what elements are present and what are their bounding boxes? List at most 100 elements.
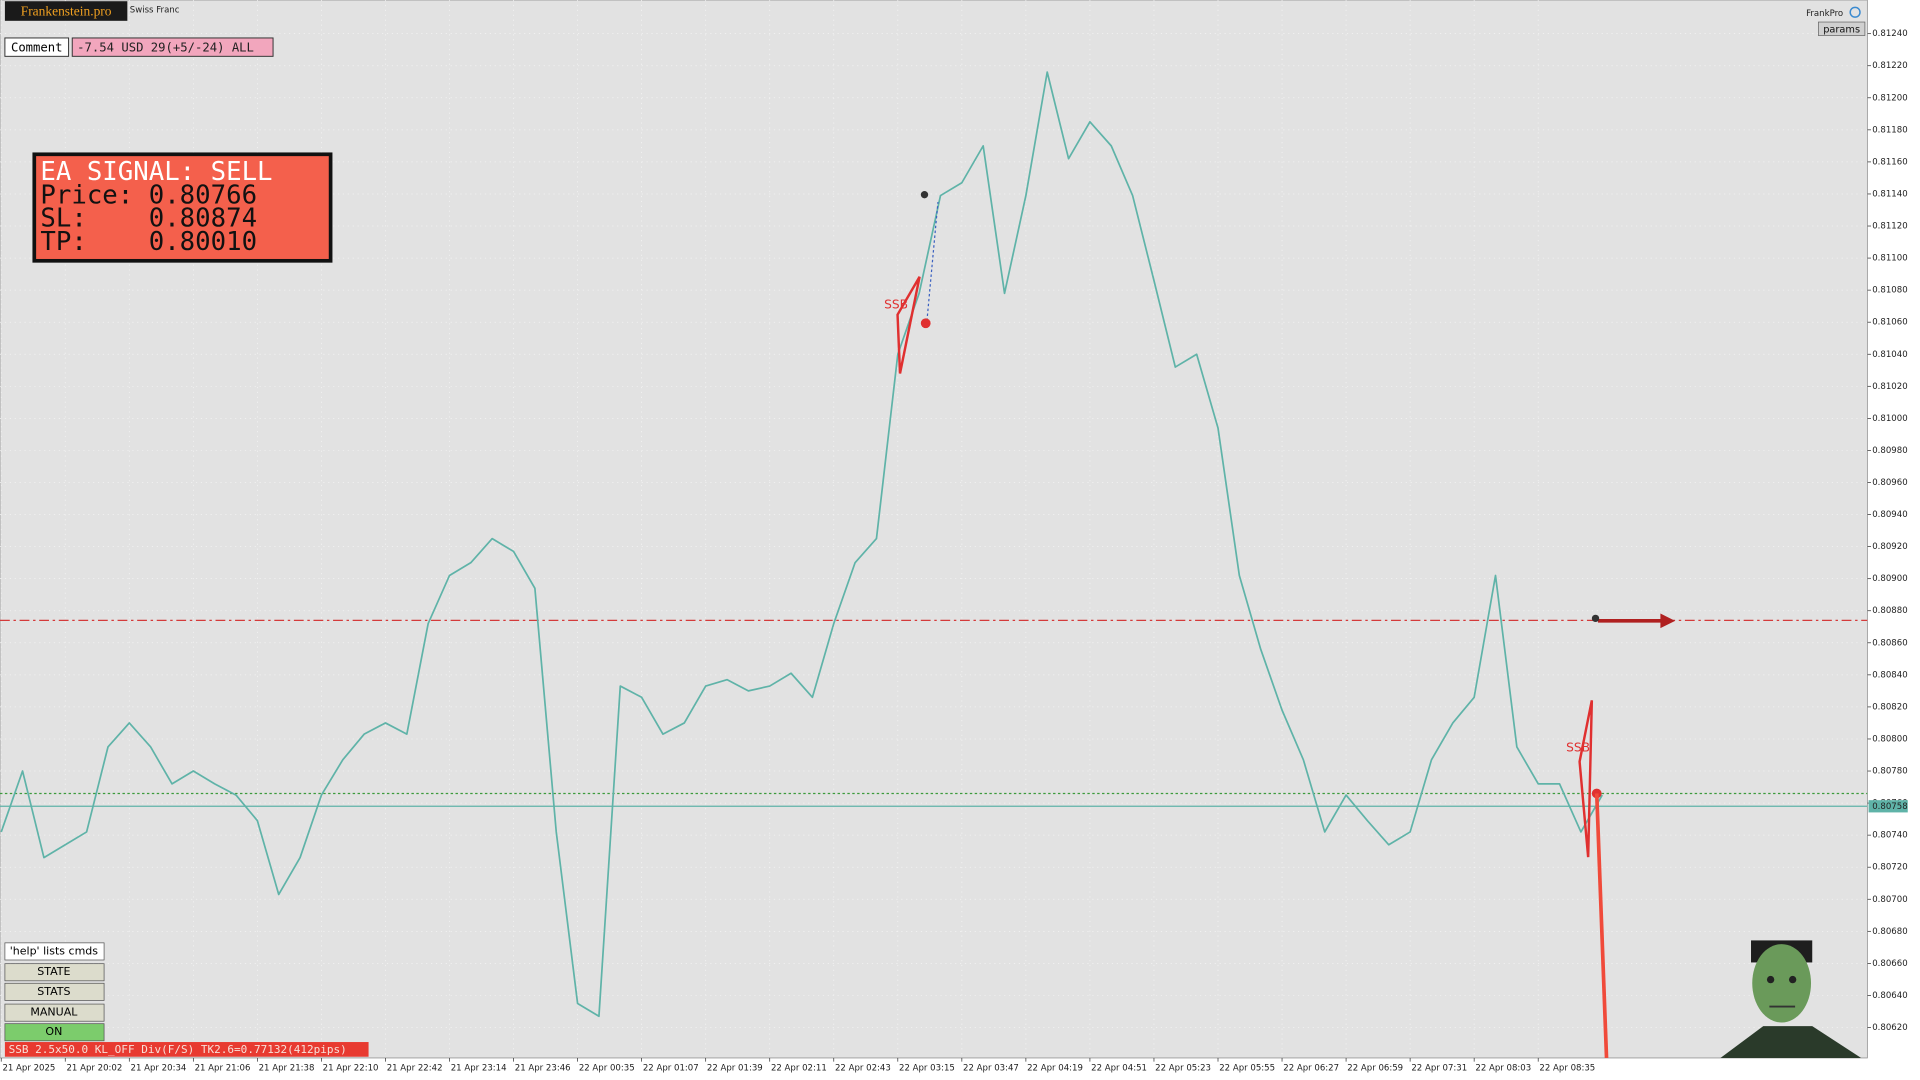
y-tick-label: 0.80740: [1872, 831, 1907, 841]
state-label[interactable]: STATE: [37, 965, 70, 978]
state-button[interactable]: [4, 963, 105, 982]
logo: Frankenstein.pro: [21, 3, 112, 18]
y-tick-label: 0.81160: [1872, 157, 1907, 167]
projection-line: [1594, 793, 1609, 1059]
y-tick-label: 0.81120: [1872, 222, 1907, 232]
mascot-head: [1752, 944, 1812, 1023]
signal-line: EA SIGNAL: SELL: [40, 157, 272, 187]
comment-label-box: [4, 37, 70, 57]
x-tick-label: 22 Apr 04:51: [1091, 1063, 1147, 1073]
stats-label[interactable]: STATS: [37, 985, 70, 998]
trade-link: [926, 201, 939, 321]
expert-name: FrankPro: [1806, 9, 1843, 19]
y-tick-label: 0.80680: [1872, 927, 1907, 937]
x-tick-label: 22 Apr 04:19: [1027, 1063, 1083, 1073]
mascot-eye: [1788, 975, 1797, 984]
params-button[interactable]: [1818, 21, 1866, 36]
comment-text: -7.54 USD 29(+5/-24) ALL: [77, 40, 254, 54]
sl-arrowhead: [1660, 613, 1676, 629]
x-tick-label: 21 Apr 22:10: [323, 1063, 379, 1073]
y-tick-label: 0.80700: [1872, 895, 1907, 905]
help-text: 'help' lists cmds: [10, 944, 99, 957]
status-text: SSB 2.5x50.0 KL_OFF Div(F/S) TK2.6=0.771…: [9, 1043, 347, 1056]
x-tick-label: 21 Apr 20:34: [131, 1063, 187, 1073]
y-tick-label: 0.81020: [1872, 382, 1907, 392]
price-tag: [1868, 800, 1908, 813]
manual-button[interactable]: [4, 1003, 105, 1022]
y-tick-label: 0.81060: [1872, 318, 1907, 328]
y-tick-label: 0.80900: [1872, 574, 1907, 584]
y-tick-label: 0.80780: [1872, 767, 1907, 777]
y-tick-label: 0.80920: [1872, 542, 1907, 552]
y-tick-label: 0.81180: [1872, 125, 1907, 135]
comment-label: Comment: [11, 40, 63, 54]
on-label[interactable]: ON: [45, 1025, 62, 1038]
y-tick-label: 0.80980: [1872, 446, 1907, 456]
signal-box: [32, 152, 333, 263]
y-tick-label: 0.80620: [1872, 1023, 1907, 1033]
y-tick-label: 0.81080: [1872, 286, 1907, 296]
y-tick-label: 0.80800: [1872, 734, 1907, 744]
x-tick-label: 22 Apr 01:07: [643, 1063, 699, 1073]
signal-line: SL: 0.80874: [40, 204, 257, 234]
annotation: SSB: [1566, 741, 1590, 755]
series-layer: [0, 71, 1603, 1018]
x-tick-label: 22 Apr 03:15: [899, 1063, 955, 1073]
signal-line: TP: 0.80010: [40, 227, 257, 257]
x-tick-label: 21 Apr 21:06: [195, 1063, 251, 1073]
x-tick-label: 22 Apr 05:55: [1219, 1063, 1275, 1073]
on-button[interactable]: [4, 1023, 105, 1042]
grid-layer: [0, 0, 1868, 1058]
axes-layer: 0.80620 0.80640 0.80660 0.80680 0.80700 0.807…: [0, 29, 1908, 1073]
expert-icon: [1849, 6, 1861, 18]
x-tick-label: 22 Apr 00:35: [579, 1063, 635, 1073]
y-tick-label: 0.81200: [1872, 93, 1907, 103]
x-tick-label: 22 Apr 01:39: [707, 1063, 763, 1073]
y-tick-label: 0.81000: [1872, 414, 1907, 424]
x-tick-label: 22 Apr 08:35: [1539, 1063, 1595, 1073]
entry-marker: [920, 191, 929, 199]
signal-line: Price: 0.80766: [40, 180, 257, 210]
ssb-shape: [896, 276, 921, 374]
y-tick-label: 0.80960: [1872, 478, 1907, 488]
manual-label[interactable]: MANUAL: [30, 1006, 78, 1019]
x-tick-label: 22 Apr 06:27: [1283, 1063, 1339, 1073]
sl-marker: [1591, 614, 1600, 623]
x-tick-label: 22 Apr 08:03: [1475, 1063, 1531, 1073]
x-tick-label: 21 Apr 20:02: [66, 1063, 122, 1073]
params-label[interactable]: params: [1823, 24, 1860, 35]
sell-marker: [920, 318, 931, 329]
price-line: [0, 71, 1603, 1018]
y-tick-label: 0.80860: [1872, 638, 1907, 648]
x-tick-label: 21 Apr 21:38: [259, 1063, 315, 1073]
levels-layer: [0, 619, 1868, 807]
x-tick-label: 22 Apr 02:11: [771, 1063, 827, 1073]
x-tick-label: 22 Apr 06:59: [1347, 1063, 1403, 1073]
help-box: [4, 942, 105, 961]
x-tick-label: 22 Apr 07:31: [1411, 1063, 1467, 1073]
price-tag-label: 0.80758: [1872, 802, 1907, 812]
x-tick-label: 22 Apr 02:43: [835, 1063, 891, 1073]
y-tick-label: 0.80640: [1872, 991, 1907, 1001]
status-bar: [4, 1042, 369, 1057]
ssb-shape: [1578, 700, 1594, 858]
mascot: [1720, 940, 1862, 1058]
x-tick-label: 22 Apr 03:47: [963, 1063, 1019, 1073]
y-tick-label: 0.80720: [1872, 863, 1907, 873]
y-tick-label: 0.80940: [1872, 510, 1907, 520]
stats-button[interactable]: [4, 982, 105, 1001]
x-tick-label: 21 Apr 2025: [2, 1063, 55, 1073]
mascot-eye: [1766, 975, 1775, 984]
symbol: Swiss Franc: [130, 5, 180, 15]
mascot-body: [1720, 1026, 1862, 1058]
x-tick-label: 21 Apr 23:46: [515, 1063, 571, 1073]
y-tick-label: 0.80820: [1872, 702, 1907, 712]
indicator-drawings: SSB SSB: [884, 191, 1676, 1059]
y-tick-label: 0.81140: [1872, 189, 1907, 199]
y-tick-label: 0.80840: [1872, 670, 1907, 680]
logo-bg: [4, 1, 128, 21]
x-tick-label: 22 Apr 05:23: [1155, 1063, 1211, 1073]
y-tick-label: 0.80880: [1872, 606, 1907, 616]
y-tick-label: 0.81100: [1872, 254, 1907, 264]
